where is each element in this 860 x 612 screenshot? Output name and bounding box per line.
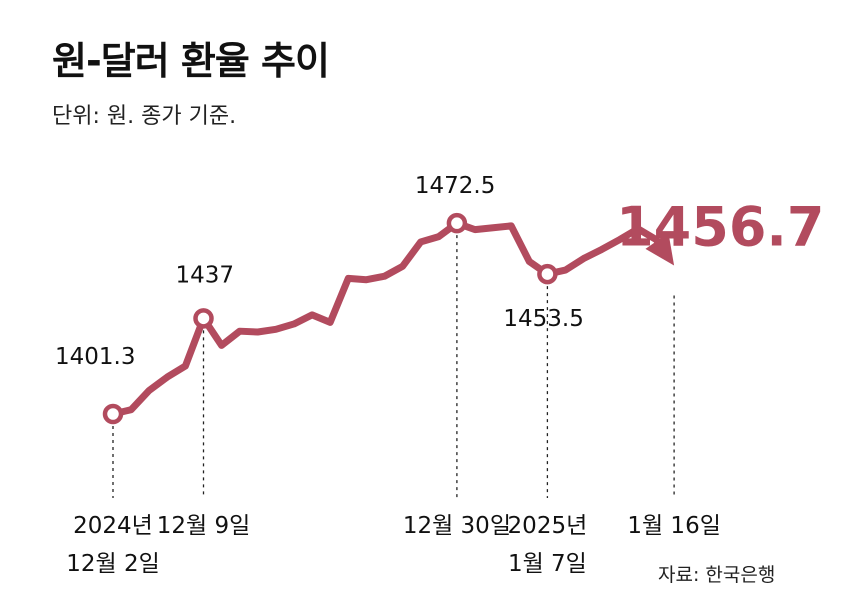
data-point (437, 235, 441, 239)
value-label-0: 1401.3 (55, 344, 135, 370)
point-marker-0 (102, 403, 124, 425)
point-marker-2 (446, 212, 468, 234)
data-point (401, 264, 405, 268)
data-point (292, 322, 296, 326)
x-tick-line: 2024년 (73, 513, 153, 539)
value-label-2: 1472.5 (415, 173, 495, 199)
series-arrowhead (645, 232, 675, 266)
data-point (256, 330, 260, 334)
x-tick-label-4: 1월 16일 (627, 513, 721, 539)
value-label-3: 1453.5 (503, 306, 583, 332)
x-tick-line: 1월 7일 (508, 551, 587, 577)
data-point (129, 408, 133, 412)
data-point (564, 268, 568, 272)
data-point (364, 278, 368, 282)
data-point (491, 226, 495, 230)
data-point (600, 247, 604, 251)
x-tick-label-3: 2025년 1월 7일 (508, 513, 588, 577)
data-point (473, 228, 477, 232)
x-tick-line: 12월 2일 (66, 551, 160, 577)
x-tick-label-2: 12월 30일 (403, 513, 511, 539)
value-label-1: 1437 (176, 262, 235, 288)
data-point (419, 240, 423, 244)
data-point (383, 274, 387, 278)
point-marker-3 (537, 263, 558, 285)
data-point (328, 320, 332, 324)
data-point (238, 329, 242, 333)
data-point (672, 264, 676, 268)
data-point (274, 327, 278, 331)
data-point (310, 313, 314, 317)
data-point (527, 260, 531, 264)
x-tick-line: 12월 30일 (403, 513, 511, 539)
x-tick-line: 2025년 (508, 513, 588, 539)
x-tick-label-0: 2024년 12월 2일 (66, 513, 160, 577)
data-point (147, 388, 151, 392)
chart-title: 원-달러 환율 추이 (52, 39, 330, 83)
x-tick-line: 1월 16일 (627, 513, 721, 539)
data-point (183, 364, 187, 368)
x-tick-line: 12월 9일 (157, 513, 251, 539)
data-point (582, 257, 586, 261)
chart-subtitle: 단위: 원. 종가 기준. (52, 104, 237, 129)
source-label: 자료: 한국은행 (658, 564, 776, 586)
data-point (346, 276, 350, 280)
point-marker-1 (193, 308, 214, 329)
data-point (509, 224, 513, 228)
data-point (165, 375, 169, 379)
data-point (220, 343, 224, 347)
x-tick-label-1: 12월 9일 (157, 513, 251, 539)
value-label-4: 1456.7 (616, 196, 824, 259)
